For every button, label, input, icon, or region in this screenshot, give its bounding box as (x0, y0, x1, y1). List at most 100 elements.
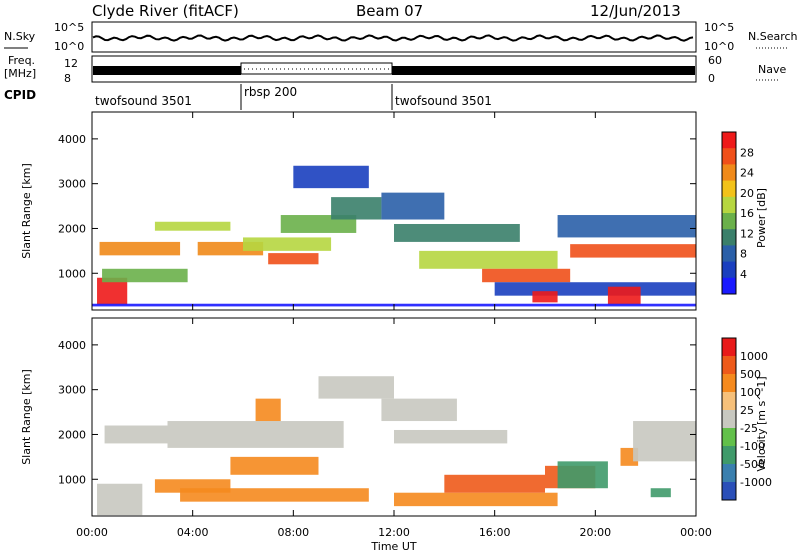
cpid-segment-1: twofsound 3501 (95, 94, 192, 108)
power-colorbar-tick: 20 (740, 187, 754, 200)
power-colorbar-tick: 16 (740, 207, 754, 220)
station-title: Clyde River (fitACF) (92, 2, 239, 20)
power-region-18 (607, 286, 641, 305)
velocity-colorbar-tick: -100 (740, 440, 765, 453)
power-region-3 (154, 221, 231, 231)
velocity-colorbar-segment (722, 356, 736, 375)
nsky-tick-top: 10^5 (54, 21, 84, 34)
nave-tick-bottom: 0 (708, 72, 715, 85)
velocity-region-5 (180, 488, 369, 502)
x-tick-label: 00:00 (680, 526, 712, 539)
power-colorbar-segment (722, 132, 736, 149)
velocity-colorbar-segment (722, 482, 736, 501)
velocity-y-tick-label: 1000 (58, 473, 86, 486)
velocity-region-0 (97, 483, 143, 516)
nsky-strip-frame (91, 21, 697, 53)
power-region-1 (99, 241, 181, 256)
power-colorbar-segment (722, 196, 736, 214)
nsearch-tick-top: 10^5 (704, 21, 734, 34)
velocity-region-8 (381, 398, 457, 422)
velocity-region-2 (167, 421, 344, 448)
freq-unit: [MHz] (4, 67, 36, 80)
power-region-2 (102, 268, 188, 283)
x-tick-label: 12:00 (378, 526, 410, 539)
freq-strip-frame (91, 55, 697, 83)
nsky-trace-line (92, 34, 694, 42)
velocity-colorbar-segment (722, 464, 736, 483)
power-colorbar-segment (722, 229, 736, 246)
x-tick-label: 20:00 (579, 526, 611, 539)
power-colorbar-tick: 28 (740, 146, 754, 159)
power-region-12 (419, 250, 558, 269)
x-tick-label: 08:00 (277, 526, 309, 539)
velocity-y-tick-label: 2000 (58, 428, 86, 441)
x-tick-label: 16:00 (479, 526, 511, 539)
power-panel (92, 165, 696, 307)
velocity-colorbar-segment (722, 374, 736, 393)
velocity-colorbar-frame (721, 337, 737, 501)
power-region-9 (293, 165, 369, 189)
power-colorbar: 28 24 20 16 12 8 4 (721, 131, 754, 295)
date-title: 12/Jun/2013 (590, 2, 681, 20)
x-axis-label: Time UT (370, 540, 416, 553)
cpid-segment-2: rbsp 200 (244, 85, 297, 99)
freq-band-left (93, 66, 241, 75)
nsearch-tick-bottom: 10^0 (704, 40, 734, 53)
power-colorbar-segment (722, 261, 736, 279)
velocity-colorbar-tick: 25 (740, 404, 754, 417)
cpid-label: CPID (4, 88, 36, 102)
power-region-6 (268, 253, 319, 265)
x-tick-label: 04:00 (177, 526, 209, 539)
beam-title: Beam 07 (356, 2, 423, 20)
power-region-8 (331, 197, 382, 220)
power-colorbar-segment (722, 213, 736, 230)
power-colorbar-tick: 8 (740, 248, 747, 261)
velocity-colorbar-tick: -25 (740, 422, 758, 435)
velocity-colorbar-segment (722, 446, 736, 465)
power-region-5 (243, 237, 332, 251)
velocity-colorbar-segment (722, 428, 736, 447)
nsearch-label: N.Search (748, 30, 798, 43)
velocity-colorbar: 1000 500 100 25 -25 -100 -500 -1000 (721, 337, 772, 501)
freq-label: Freq. (8, 54, 35, 67)
power-region-10 (381, 192, 445, 220)
nsky-trace (92, 34, 694, 42)
power-colorbar-frame (721, 131, 737, 295)
velocity-y-tick-label: 4000 (58, 339, 86, 352)
power-region-17 (532, 291, 558, 303)
velocity-region-3 (318, 376, 394, 399)
nave-label: Nave (758, 63, 786, 76)
velocity-colorbar-segment (722, 410, 736, 429)
power-colorbar-tick: 12 (740, 227, 754, 240)
power-region-13 (482, 268, 571, 283)
power-region-15 (557, 215, 696, 238)
x-axis-ticks: 00:00 04:00 08:00 12:00 16:00 20:00 00:00 (76, 112, 712, 539)
velocity-colorbar-tick: 500 (740, 368, 761, 381)
power-y-axis-label: Slant Range [km] (20, 163, 33, 259)
power-colorbar-tick: 24 (740, 167, 754, 180)
power-region-16 (494, 282, 696, 296)
velocity-colorbar-tick: -500 (740, 458, 765, 471)
power-y-tick-label: 2000 (58, 222, 86, 235)
velocity-region-1 (104, 425, 168, 444)
power-colorbar-segment (722, 180, 736, 198)
velocity-colorbar-tick: -1000 (740, 476, 772, 489)
power-region-11 (394, 223, 520, 242)
nsky-tick-bottom: 10^0 (54, 40, 84, 53)
velocity-y-tick-label: 3000 (58, 384, 86, 397)
power-region-0 (97, 277, 128, 305)
power-y-tick-label: 4000 (58, 133, 86, 146)
freq-tick-bottom: 8 (64, 72, 71, 85)
velocity-region-6 (230, 456, 319, 475)
velocity-colorbar-tick: 1000 (740, 350, 768, 363)
power-colorbar-segment (722, 277, 736, 295)
power-colorbar-segment (722, 164, 736, 182)
velocity-colorbar-tick: 100 (740, 386, 761, 399)
velocity-colorbar-label: Velocity [m s^-1] (755, 376, 768, 471)
power-colorbar-tick: 4 (740, 268, 747, 281)
power-y-ticks: 1000 2000 3000 4000 (58, 133, 696, 280)
velocity-region-16 (650, 488, 671, 498)
power-colorbar-segment (722, 245, 736, 263)
cpid-segment-3: twofsound 3501 (395, 94, 492, 108)
